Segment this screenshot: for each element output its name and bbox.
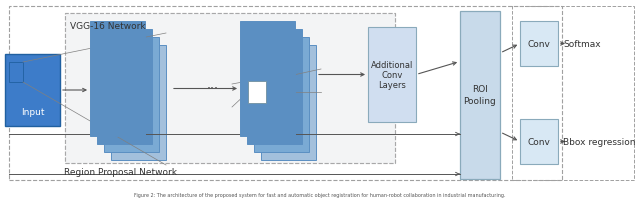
Bar [460, 12, 500, 179]
Bar [248, 82, 266, 103]
Text: ...: ... [207, 78, 219, 91]
Text: Conv: Conv [527, 137, 550, 146]
Text: Figure 2: The architecture of the proposed system for fast and automatic object : Figure 2: The architecture of the propos… [134, 192, 506, 197]
Text: Conv: Conv [381, 71, 403, 80]
Text: Softmax: Softmax [563, 40, 600, 49]
Bar [97, 30, 152, 144]
Text: Bbox regression: Bbox regression [563, 137, 636, 146]
Bar [254, 38, 309, 152]
Bar [9, 63, 23, 83]
Bar [512, 7, 634, 180]
Bar [368, 28, 416, 122]
Bar [520, 22, 558, 67]
Text: Conv: Conv [527, 40, 550, 49]
Bar [90, 22, 145, 136]
Text: ROI: ROI [472, 85, 488, 94]
Bar [9, 7, 562, 180]
Bar [5, 55, 60, 126]
Text: Input: Input [20, 108, 44, 117]
Text: Region Proposal Network: Region Proposal Network [64, 167, 177, 176]
Text: VGG-16 Network: VGG-16 Network [70, 22, 146, 31]
Text: Layers: Layers [378, 81, 406, 90]
Bar [261, 46, 316, 160]
Bar [240, 22, 295, 136]
Bar [111, 46, 166, 160]
Text: Pooling: Pooling [463, 97, 497, 106]
Bar [520, 119, 558, 164]
Bar [104, 38, 159, 152]
Bar [247, 30, 302, 144]
Bar [65, 14, 395, 163]
Text: Additional: Additional [371, 61, 413, 70]
Bar [65, 14, 395, 163]
